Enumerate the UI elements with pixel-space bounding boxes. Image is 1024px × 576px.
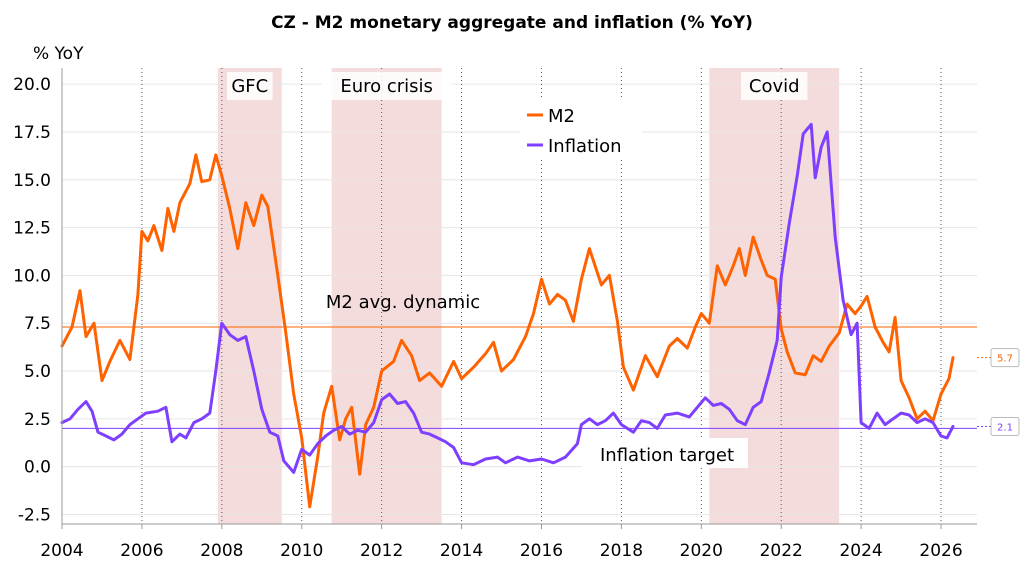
x-tick-label: 2004 [40, 541, 83, 561]
x-tick-label: 2026 [919, 541, 962, 561]
end-labels: 5.7 2.1 [977, 348, 1020, 436]
y-tick-label: 12.5 [13, 219, 51, 239]
shaded-period-2 [331, 68, 442, 524]
legend: M2 Inflation [520, 98, 642, 160]
y-tick-label: 17.5 [13, 123, 51, 143]
y-axis-title: % YoY [33, 44, 84, 64]
y-tick-label: 5.0 [24, 362, 51, 382]
shaded-period-1 [217, 68, 282, 524]
y-tick-label: -2.5 [18, 505, 51, 525]
reference-lines [62, 326, 977, 429]
series-line-m2 [60, 153, 955, 509]
end-label-box-inflation [990, 416, 1020, 436]
x-tick-label: 2024 [839, 541, 882, 561]
x-tick-label: 2012 [360, 541, 403, 561]
grid [62, 68, 977, 524]
reference-line-label-bg [582, 438, 748, 468]
x-tick-label: 2022 [760, 541, 803, 561]
shaded-period-label-bg [740, 72, 808, 100]
y-tick-label: 7.5 [24, 314, 51, 334]
end-label-inflation: 2.1 [997, 422, 1013, 433]
y-tick-label: 0.0 [24, 458, 51, 478]
y-tick-label: 2.5 [24, 410, 51, 430]
shaded-period-label-bg [227, 72, 273, 100]
x-tick-label: 2016 [520, 541, 563, 561]
series [60, 122, 955, 509]
legend-label-m2: M2 [548, 106, 575, 127]
axes: 20.0 17.5 15.0 12.5 10.0 7.5 5.0 2.5 0.0 -2.5 2004… [13, 68, 977, 561]
reference-line-label: Inflation target [600, 445, 734, 466]
chart-title: CZ - M2 monetary aggregate and inflation… [271, 13, 753, 33]
shaded-period-label-bg [321, 72, 452, 100]
shaded-period-label: Euro crisis [340, 76, 433, 97]
x-tick-label: 2010 [280, 541, 323, 561]
x-tick-label: 2018 [600, 541, 643, 561]
x-tick-label: 2008 [200, 541, 243, 561]
shaded-periods [217, 68, 840, 524]
end-label-box-m2 [990, 348, 1020, 368]
legend-box [520, 98, 642, 160]
y-tick-label: 10.0 [13, 266, 51, 286]
shaded-period-label: Covid [749, 76, 800, 97]
y-tick-label: 15.0 [13, 171, 51, 191]
legend-label-inflation: Inflation [548, 136, 622, 157]
shaded-period-label: GFC [231, 76, 268, 97]
x-tick-label: 2006 [120, 541, 163, 561]
annotations: GFC Euro crisis Covid M2 avg. dynamic Inflat… [227, 72, 808, 468]
end-label-m2: 5.7 [997, 354, 1013, 365]
series-line-inflation [60, 122, 955, 474]
x-tick-label: 2020 [680, 541, 723, 561]
x-tick-label: 2014 [440, 541, 483, 561]
y-tick-label: 20.0 [13, 75, 51, 95]
reference-line-label: M2 avg. dynamic [326, 292, 480, 313]
